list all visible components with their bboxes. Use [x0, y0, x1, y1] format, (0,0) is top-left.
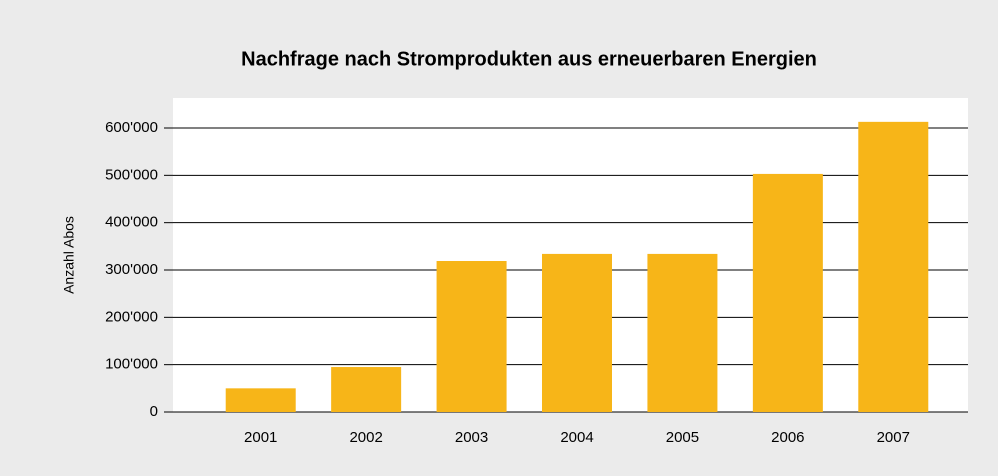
y-tick-label: 0	[150, 403, 158, 420]
x-tick-label: 2005	[666, 429, 699, 446]
y-axis-label: Anzahl Abos	[61, 216, 77, 294]
x-tick-label: 2006	[771, 429, 804, 446]
y-tick-label: 500'000	[105, 166, 158, 183]
y-tick-label: 600'000	[105, 119, 158, 136]
bar	[542, 253, 612, 412]
y-tick-label: 400'000	[105, 214, 158, 231]
x-tick-label: 2003	[455, 429, 488, 446]
bar	[647, 253, 718, 412]
y-tick-label: 300'000	[105, 261, 158, 278]
bar	[331, 367, 402, 412]
bar	[436, 261, 507, 412]
x-tick-label: 2004	[560, 429, 593, 446]
bar	[858, 121, 929, 412]
x-tick-label: 2007	[877, 429, 910, 446]
y-tick-label: 100'000	[105, 356, 158, 373]
bar	[225, 388, 296, 412]
x-tick-label: 2001	[244, 429, 277, 446]
chart-title: Nachfrage nach Stromprodukten aus erneue…	[241, 48, 817, 70]
bar	[752, 173, 823, 412]
x-tick-label: 2002	[349, 429, 382, 446]
y-tick-label: 200'000	[105, 308, 158, 325]
